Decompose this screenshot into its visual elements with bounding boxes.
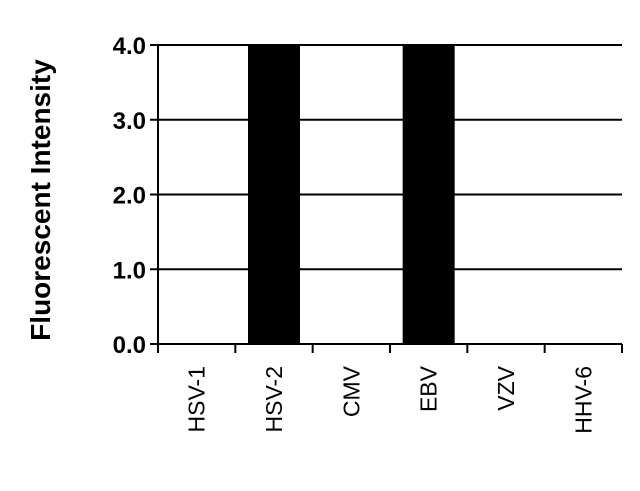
y-tick-label: 2.0 bbox=[113, 183, 146, 210]
x-tick-label: EBV bbox=[416, 365, 442, 412]
y-tick-label: 4.0 bbox=[113, 33, 146, 60]
bar-hsv-2 bbox=[248, 45, 300, 344]
bar-ebv bbox=[402, 45, 455, 344]
y-tick-label: 0.0 bbox=[113, 332, 146, 359]
y-axis-label: Fluorescent Intensity bbox=[25, 59, 56, 341]
x-tick-label: CMV bbox=[338, 365, 364, 417]
x-tick-label: VZV bbox=[493, 365, 519, 410]
x-tick-label: HSV-1 bbox=[184, 366, 210, 432]
y-tick-label: 3.0 bbox=[113, 108, 146, 135]
bars bbox=[248, 45, 455, 344]
axes bbox=[150, 44, 623, 353]
y-tick-label: 1.0 bbox=[113, 257, 146, 284]
x-tick-label: HSV-2 bbox=[261, 366, 287, 432]
y-tick-labels: 0.0 1.0 2.0 3.0 4.0 bbox=[113, 33, 146, 359]
gridlines bbox=[158, 44, 622, 271]
x-tick-labels: HSV-1 HSV-2 CMV EBV VZV HHV-6 bbox=[184, 365, 597, 433]
x-tick-label: HHV-6 bbox=[570, 366, 596, 434]
